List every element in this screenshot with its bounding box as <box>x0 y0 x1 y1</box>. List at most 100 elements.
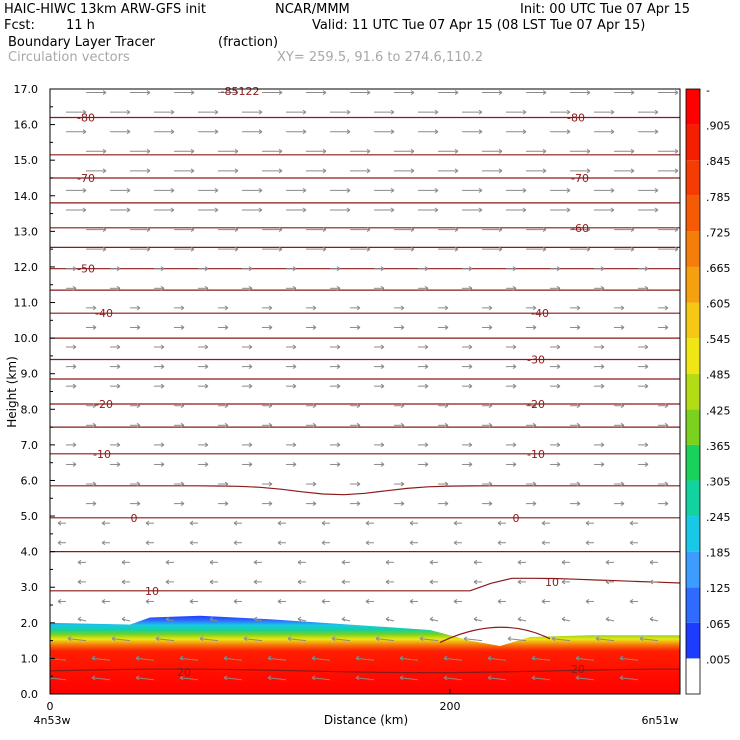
vector-arrowhead <box>542 227 547 232</box>
vector-arrowhead <box>116 344 121 350</box>
vector-arrowhead <box>444 481 449 487</box>
vector-arrowhead <box>165 559 170 565</box>
vector-arrowhead <box>468 266 473 272</box>
vector-arrowhead <box>541 540 546 546</box>
vector-arrowhead <box>566 188 571 193</box>
vector-arrowhead <box>674 148 679 154</box>
colorbar-label: .785 <box>706 191 731 204</box>
vector-arrowhead <box>209 559 214 565</box>
vector-arrowhead <box>463 636 468 642</box>
vector-arrowhead <box>204 442 209 448</box>
field-name: Boundary Layer Tracer <box>8 35 155 50</box>
vector-arrowhead <box>620 325 625 330</box>
colorbar-label: .485 <box>706 369 731 382</box>
vector-arrowhead <box>268 325 273 330</box>
vector-arrowhead <box>664 422 669 428</box>
colorbar-swatch <box>686 444 700 481</box>
vector-arrowhead <box>380 364 385 370</box>
vector-arrowhead <box>566 109 571 115</box>
contour-label: 0 <box>131 512 138 525</box>
vector-arrowhead <box>468 383 473 389</box>
vector-arrowhead <box>556 285 561 291</box>
vector-arrowhead <box>620 481 625 487</box>
vector-arrowhead <box>180 305 185 311</box>
contour-label: -60 <box>571 222 589 235</box>
vector-arrowhead <box>126 207 131 213</box>
vector-arrow <box>531 677 551 681</box>
vector-arrowhead <box>258 109 263 115</box>
vector-arrowhead <box>214 129 219 135</box>
vector-arrowhead <box>541 599 546 604</box>
vector-arrowhead <box>639 636 644 642</box>
vector-arrowhead <box>253 616 258 622</box>
vector-arrowhead <box>302 109 307 115</box>
vector-arrowhead <box>248 442 253 448</box>
x-axis-title: Distance (km) <box>324 713 408 727</box>
vector-arrowhead <box>160 462 165 467</box>
vector-arrowhead <box>512 285 517 291</box>
vector-arrowhead <box>409 540 414 546</box>
vector-arrowhead <box>145 599 150 604</box>
vector-arrowhead <box>77 579 82 585</box>
vector-arrowhead <box>556 462 561 467</box>
vector-arrowhead <box>468 344 473 350</box>
vector-arrowhead <box>556 364 561 370</box>
vector-arrowhead <box>664 403 669 409</box>
vector-arrowhead <box>454 90 459 95</box>
vector-arrowhead <box>512 383 517 389</box>
forecast-hour: 11 h <box>66 18 95 33</box>
vector-arrowhead <box>336 383 341 389</box>
x-axis: 0 200 4n53w 6n51w <box>34 689 679 727</box>
vector-arrowhead <box>434 109 439 115</box>
vector-arrowhead <box>595 636 600 642</box>
vector-arrowhead <box>556 344 561 350</box>
vector-arrowhead <box>267 675 272 681</box>
vector-arrowhead <box>258 188 263 193</box>
colorbar-swatch <box>686 266 700 303</box>
vector-arrowhead <box>209 579 214 585</box>
x-end-location: 6n51w <box>642 714 679 727</box>
vector-arrowhead <box>400 501 405 507</box>
colorbar-label: .845 <box>706 155 731 168</box>
vector-arrowhead <box>561 559 566 565</box>
vector-arrowhead <box>649 579 654 585</box>
vector-arrowhead <box>136 422 141 428</box>
vector-arrowhead <box>223 655 228 661</box>
vector-arrowhead <box>72 364 77 370</box>
vector-arrowhead <box>399 655 404 661</box>
vector-arrowhead <box>179 655 184 661</box>
vector-arrowhead <box>532 481 537 487</box>
vector-arrow <box>531 657 551 661</box>
vector-arrowhead <box>57 599 62 604</box>
vector-arrowhead <box>453 540 458 546</box>
vector-arrowhead <box>556 383 561 389</box>
vector-arrowhead <box>355 675 360 681</box>
vector-arrowhead <box>292 285 297 291</box>
vector-arrowhead <box>410 168 415 174</box>
y-tick-label: 5.0 <box>21 510 39 523</box>
vector-arrow <box>463 638 483 642</box>
vector-arrowhead <box>630 148 635 154</box>
vector-arrowhead <box>165 616 170 622</box>
vector-arrowhead <box>410 246 415 252</box>
colorbar-label: .905 <box>706 120 731 133</box>
vector-arrowhead <box>473 616 478 622</box>
vector-arrowhead <box>429 616 434 622</box>
vector-arrowhead <box>644 462 649 467</box>
vector-arrowhead <box>204 266 209 272</box>
colorbar-frame <box>685 88 701 695</box>
colorbar-swatch <box>686 302 700 339</box>
vector-arrowhead <box>179 675 184 681</box>
vector-arrowhead <box>512 364 517 370</box>
y-axis-title: Height (km) <box>5 356 19 427</box>
vector-arrowhead <box>116 442 121 448</box>
vector-arrowhead <box>566 207 571 213</box>
vector-arrowhead <box>380 462 385 467</box>
vector-arrowhead <box>512 442 517 448</box>
vector-arrowhead <box>488 481 493 487</box>
vector-arrowhead <box>488 403 493 409</box>
vector-arrowhead <box>268 481 273 487</box>
vector-arrowhead <box>136 501 141 507</box>
vector-arrowhead <box>585 520 590 526</box>
vector-arrowhead <box>380 383 385 389</box>
